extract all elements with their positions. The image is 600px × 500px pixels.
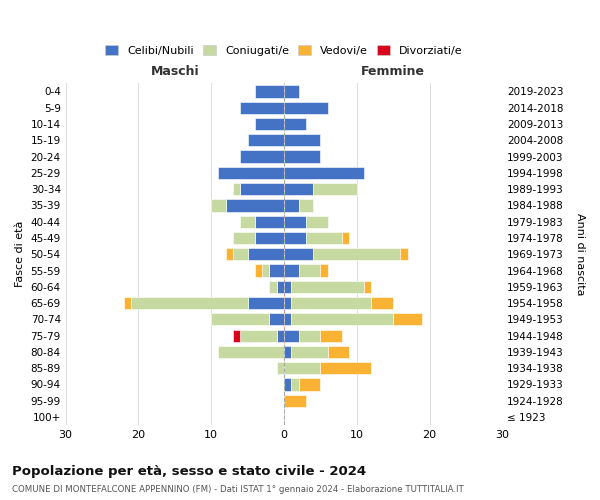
Bar: [248, 248, 284, 260]
Bar: [255, 86, 284, 98]
Bar: [313, 183, 357, 195]
Bar: [284, 216, 306, 228]
Bar: [299, 330, 320, 342]
Bar: [284, 232, 306, 244]
Bar: [124, 297, 131, 309]
Bar: [328, 346, 349, 358]
Bar: [284, 313, 291, 326]
Bar: [269, 264, 284, 276]
Text: Popolazione per età, sesso e stato civile - 2024: Popolazione per età, sesso e stato civil…: [12, 465, 366, 478]
Text: Femmine: Femmine: [361, 64, 425, 78]
Bar: [277, 362, 284, 374]
Bar: [241, 183, 284, 195]
Bar: [299, 200, 313, 211]
Bar: [211, 200, 226, 211]
Bar: [241, 330, 277, 342]
Bar: [284, 183, 313, 195]
Bar: [226, 248, 233, 260]
Bar: [299, 378, 320, 390]
Bar: [131, 297, 248, 309]
Bar: [241, 102, 284, 114]
Bar: [291, 378, 299, 390]
Bar: [291, 297, 371, 309]
Bar: [284, 297, 291, 309]
Bar: [320, 330, 342, 342]
Bar: [284, 394, 306, 407]
Bar: [255, 232, 284, 244]
Bar: [284, 200, 299, 211]
Bar: [313, 248, 400, 260]
Bar: [284, 86, 299, 98]
Bar: [284, 280, 291, 293]
Bar: [371, 297, 393, 309]
Bar: [233, 248, 248, 260]
Bar: [306, 216, 328, 228]
Bar: [284, 346, 291, 358]
Bar: [291, 280, 364, 293]
Bar: [262, 264, 269, 276]
Bar: [284, 150, 320, 162]
Bar: [400, 248, 407, 260]
Text: COMUNE DI MONTEFALCONE APPENNINO (FM) - Dati ISTAT 1° gennaio 2024 - Elaborazion: COMUNE DI MONTEFALCONE APPENNINO (FM) - …: [12, 485, 464, 494]
Bar: [306, 232, 342, 244]
Bar: [233, 232, 255, 244]
Bar: [284, 167, 364, 179]
Bar: [364, 280, 371, 293]
Text: Maschi: Maschi: [151, 64, 199, 78]
Bar: [284, 118, 306, 130]
Bar: [299, 264, 320, 276]
Bar: [255, 118, 284, 130]
Bar: [248, 134, 284, 146]
Bar: [393, 313, 422, 326]
Bar: [284, 330, 299, 342]
Bar: [218, 167, 284, 179]
Bar: [211, 313, 269, 326]
Bar: [284, 362, 320, 374]
Bar: [291, 346, 328, 358]
Bar: [233, 330, 241, 342]
Legend: Celibi/Nubili, Coniugati/e, Vedovi/e, Divorziati/e: Celibi/Nubili, Coniugati/e, Vedovi/e, Di…: [101, 41, 467, 60]
Bar: [255, 264, 262, 276]
Bar: [233, 183, 241, 195]
Bar: [241, 150, 284, 162]
Bar: [284, 248, 313, 260]
Bar: [277, 280, 284, 293]
Bar: [284, 102, 328, 114]
Bar: [291, 313, 393, 326]
Y-axis label: Anni di nascita: Anni di nascita: [575, 213, 585, 296]
Bar: [248, 297, 284, 309]
Bar: [284, 264, 299, 276]
Bar: [284, 134, 320, 146]
Bar: [226, 200, 284, 211]
Bar: [320, 264, 328, 276]
Bar: [269, 313, 284, 326]
Bar: [269, 280, 277, 293]
Y-axis label: Fasce di età: Fasce di età: [15, 221, 25, 288]
Bar: [277, 330, 284, 342]
Bar: [342, 232, 349, 244]
Bar: [218, 346, 284, 358]
Bar: [241, 216, 255, 228]
Bar: [284, 378, 291, 390]
Bar: [255, 216, 284, 228]
Bar: [320, 362, 371, 374]
